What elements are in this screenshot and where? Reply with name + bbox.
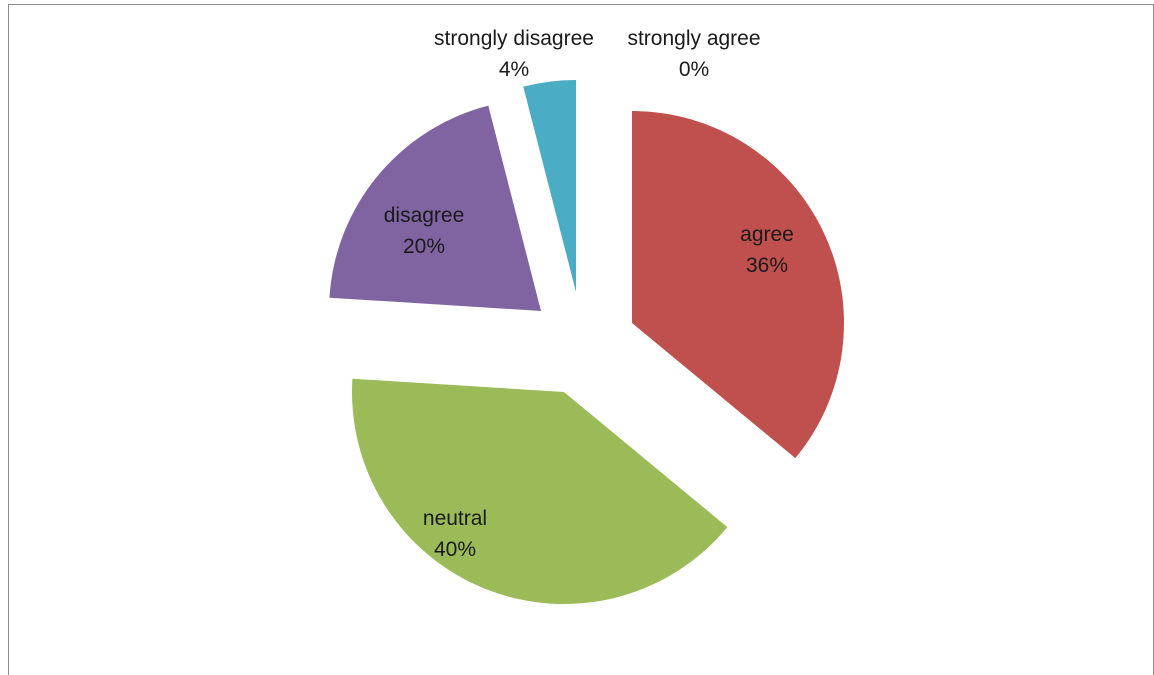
slice-label-percent: 20% — [403, 235, 445, 258]
slice-label-percent: 0% — [679, 58, 709, 81]
slice-label-strongly-agree: strongly agree 0% — [627, 27, 760, 81]
slice-labels: agree 36% neutral 40% disagree 20% strongly di… — [384, 27, 794, 561]
slice-label-name: strongly agree — [627, 27, 760, 50]
slice-label-disagree: disagree 20% — [384, 204, 465, 258]
slice-label-percent: 36% — [746, 254, 788, 277]
slice-label-neutral: neutral 40% — [423, 507, 487, 561]
slice-label-name: disagree — [384, 204, 465, 227]
pie-slice-disagree — [329, 105, 541, 311]
slice-label-agree: agree 36% — [740, 223, 794, 277]
slice-label-percent: 40% — [434, 538, 476, 561]
slice-label-strongly-disagree: strongly disagree 4% — [434, 27, 594, 81]
pie-slices — [329, 80, 844, 604]
pie-slice-agree — [632, 111, 844, 459]
pie-slice-strongly-disagree — [523, 80, 576, 292]
pie-slice-neutral — [352, 378, 728, 604]
slice-label-name: neutral — [423, 507, 487, 530]
slice-label-percent: 4% — [499, 58, 529, 81]
slice-label-name: agree — [740, 223, 794, 246]
slice-label-name: strongly disagree — [434, 27, 594, 50]
